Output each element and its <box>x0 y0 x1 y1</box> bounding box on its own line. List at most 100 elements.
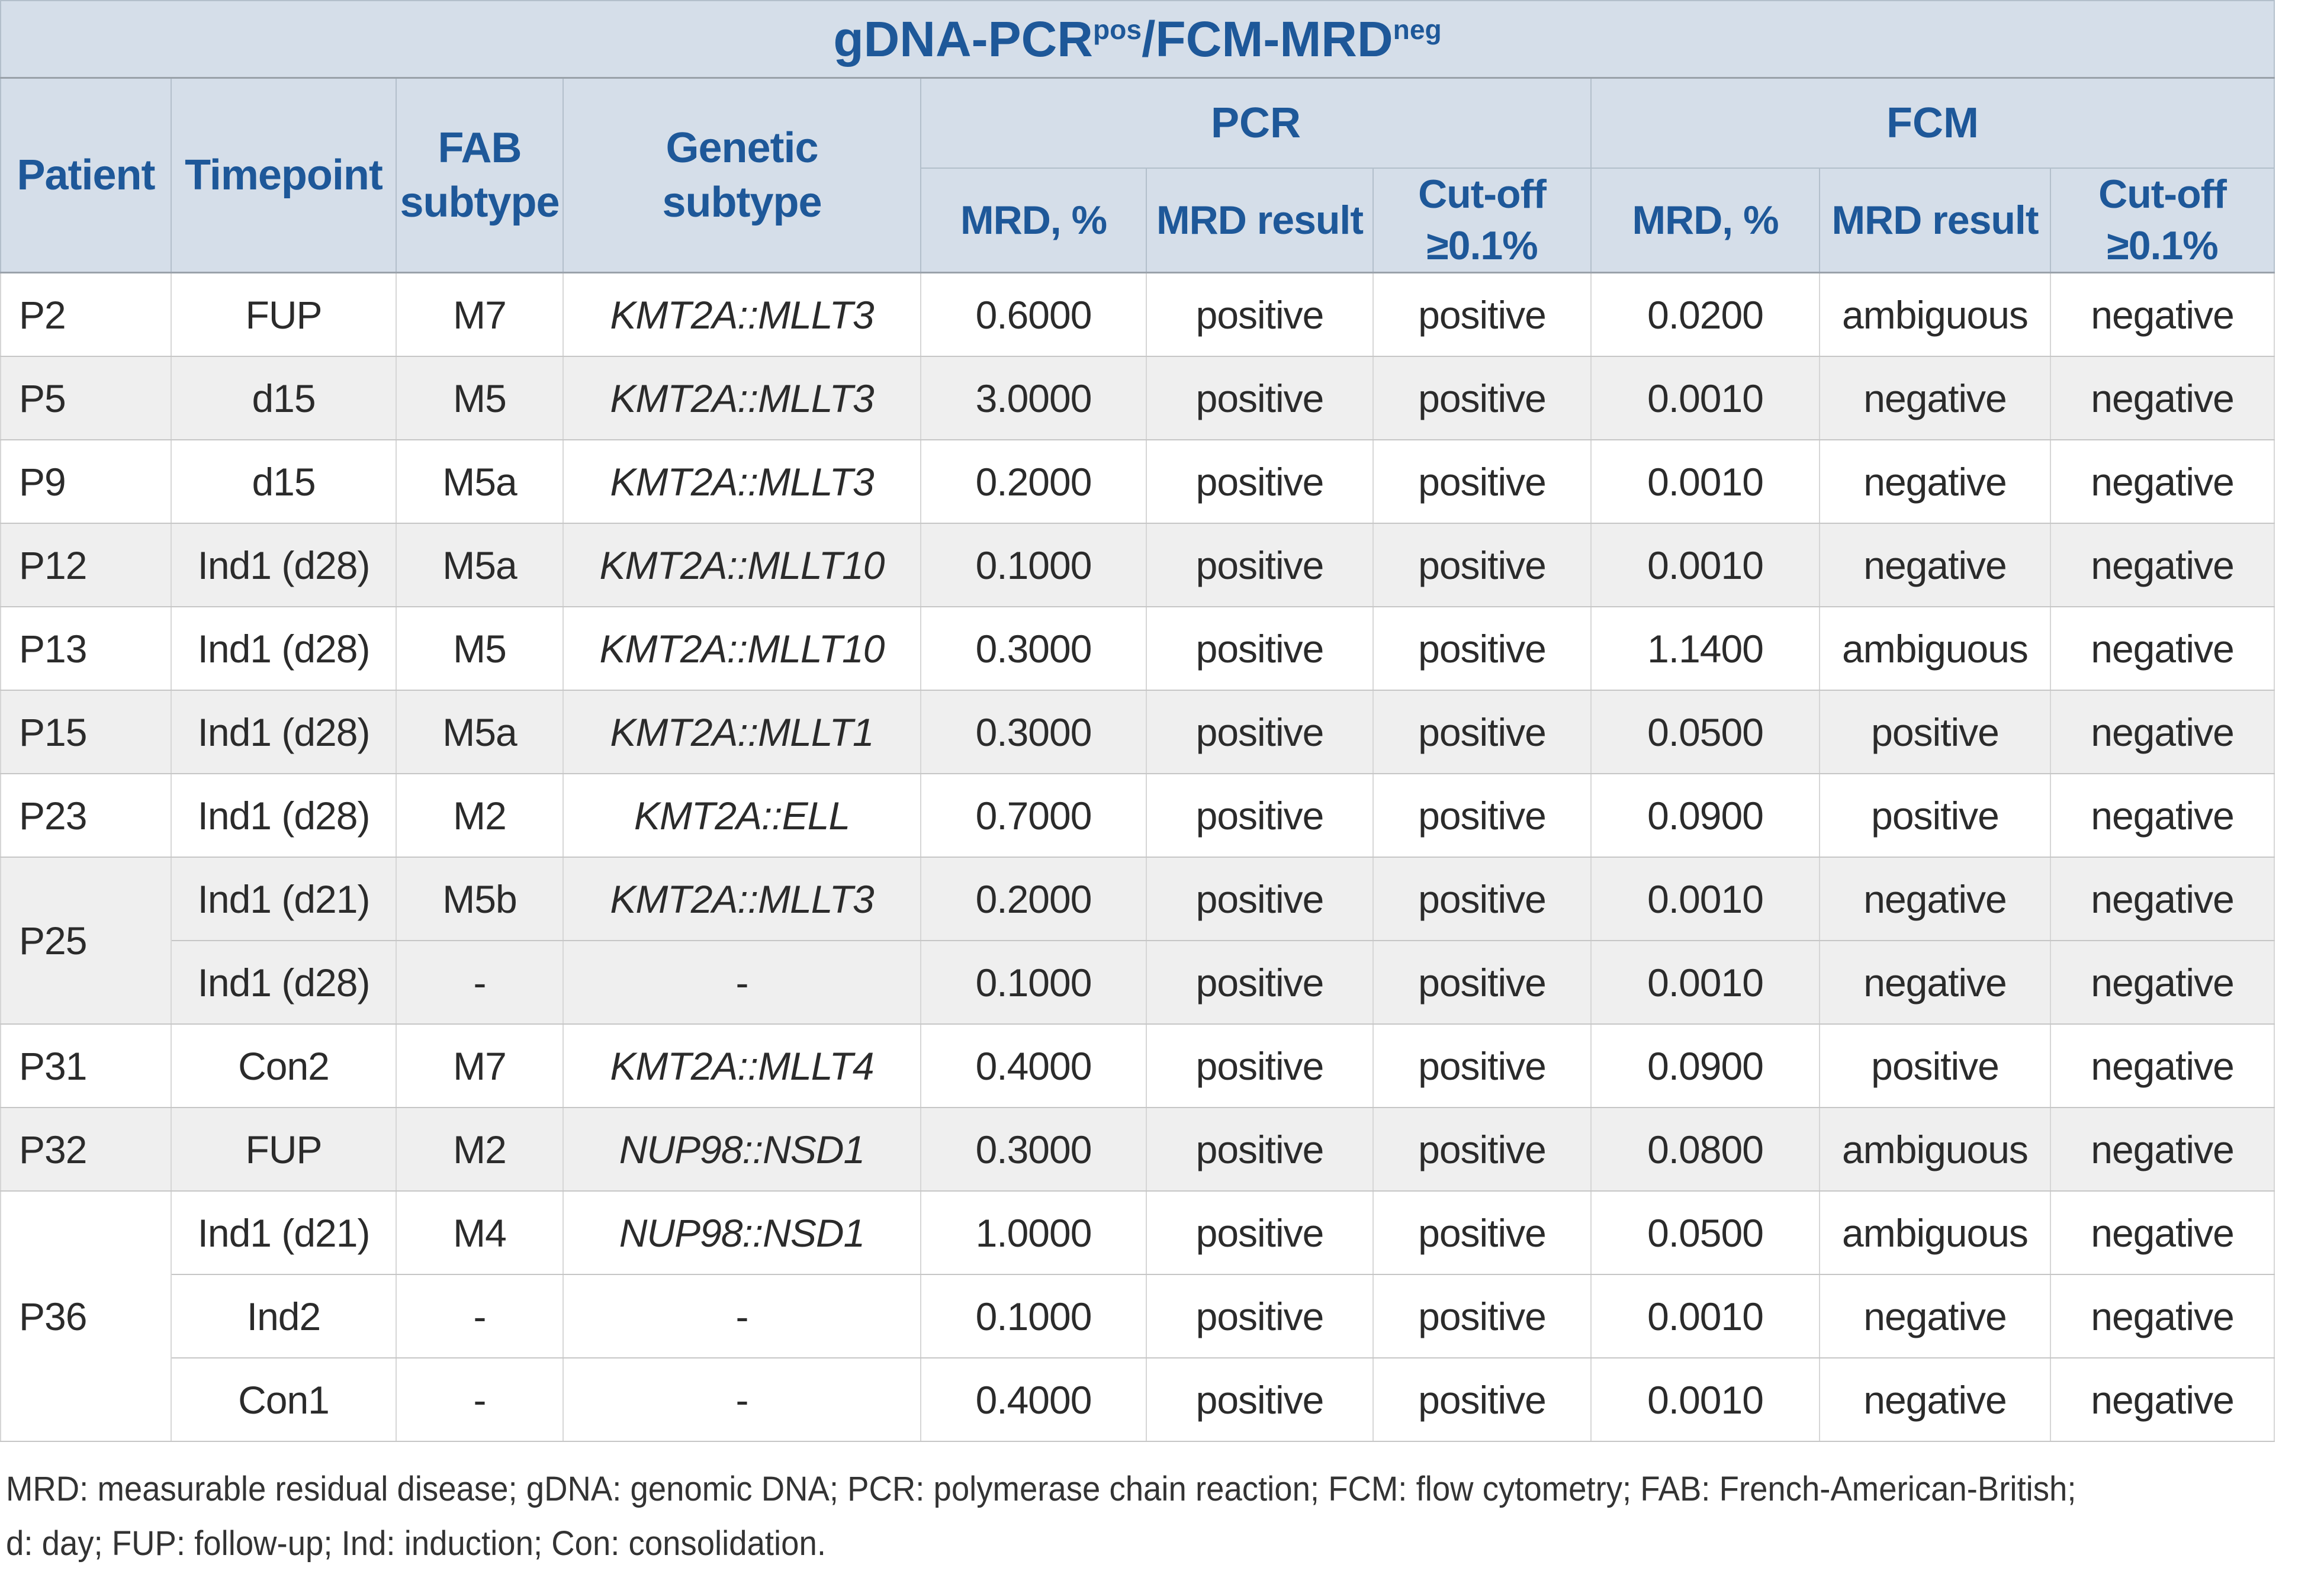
fcm-mrd-result-cell: negative <box>1819 1274 2051 1359</box>
pcr-mrd-percent-cell: 3.0000 <box>920 356 1147 441</box>
pcr-cutoff-cell: positive <box>1372 857 1592 942</box>
patient-id: P15 <box>0 690 172 775</box>
footnote-line-2: d: day; FUP: follow-up; Ind: induction; … <box>6 1524 826 1563</box>
title-row: gDNA-PCRpos/FCM-MRDneg <box>0 0 2275 79</box>
timepoint-cell: Con2 <box>171 1023 397 1109</box>
column-header-fcm-cutoff: Cut-off ≥0.1% <box>2049 168 2275 273</box>
patient-id: P13 <box>0 606 172 691</box>
fab-subtype-cell: M5a <box>396 523 564 608</box>
genetic-subtype-cell: NUP98::NSD1 <box>562 1190 921 1276</box>
pcr-mrd-result-cell: positive <box>1146 439 1374 524</box>
pcr-cutoff-cell: positive <box>1372 1023 1592 1109</box>
patient-id: P23 <box>0 773 172 858</box>
fcm-mrd-percent-cell: 0.0800 <box>1590 1107 1820 1192</box>
fcm-cutoff-cell: negative <box>2049 773 2275 858</box>
pcr-cutoff-cell: positive <box>1372 606 1592 691</box>
timepoint-cell: FUP <box>171 1107 397 1192</box>
table-row: Con1- -0.4000 positive positive 0.0010 negati… <box>1 1357 2275 1443</box>
genetic-subtype-cell: - <box>562 1357 921 1443</box>
patient-id: P12 <box>0 523 172 608</box>
column-header-pcr-mrd-percent: MRD, % <box>920 168 1147 273</box>
pcr-cutoff-cell: positive <box>1372 1357 1592 1443</box>
table-header: gDNA-PCRpos/FCM-MRDneg Patient Timepoint… <box>0 0 2275 273</box>
fcm-cutoff-cell: negative <box>2049 857 2275 942</box>
column-header-fcm-mrd-result: MRD result <box>1819 168 2051 273</box>
column-header-genetic-subtype: Genetic subtype <box>562 77 921 273</box>
table-row: P5 d15 M5 KMT2A::MLLT3 3.0000 positive positiv… <box>0 356 2275 441</box>
pcr-mrd-percent-cell: 0.1000 <box>920 940 1147 1025</box>
pcr-mrd-percent-cell: 0.3000 <box>920 606 1147 691</box>
fcm-mrd-percent-cell: 0.0010 <box>1590 439 1820 524</box>
genetic-subtype-cell: KMT2A::MLLT3 <box>562 439 921 524</box>
pcr-cutoff-cell: positive <box>1372 523 1592 608</box>
table-title: gDNA-PCRpos/FCM-MRDneg <box>0 0 2275 79</box>
column-header-patient: Patient <box>0 77 172 273</box>
fcm-cutoff-cell: negative <box>2049 606 2275 691</box>
fcm-mrd-percent-cell: 0.0500 <box>1590 1190 1820 1276</box>
fcm-mrd-percent-cell: 0.0010 <box>1590 940 1820 1025</box>
genetic-subtype-cell: KMT2A::MLLT3 <box>562 356 921 441</box>
mrd-table: gDNA-PCRpos/FCM-MRDneg Patient Timepoint… <box>0 0 2275 1443</box>
pcr-cutoff-cell: positive <box>1372 1190 1592 1276</box>
patient-id: P32 <box>0 1107 172 1192</box>
group-header-row: Patient Timepoint FAB subtype Genetic su… <box>0 77 2275 273</box>
genetic-subtype-cell: KMT2A::MLLT3 <box>562 857 921 942</box>
timepoint-cell: FUP <box>171 272 397 358</box>
fcm-mrd-result-cell: positive <box>1819 773 2051 858</box>
column-header-pcr-mrd-result: MRD result <box>1146 168 1374 273</box>
fcm-mrd-result-cell: positive <box>1819 690 2051 775</box>
table-row: P31 Con2 M7 KMT2A::MLLT4 0.4000 positive posit… <box>0 1023 2275 1109</box>
fcm-mrd-result-cell: negative <box>1819 523 2051 608</box>
pcr-mrd-percent-cell: 0.7000 <box>920 773 1147 858</box>
genetic-subtype-cell: KMT2A::MLLT10 <box>562 606 921 691</box>
fab-subtype-cell: M5a <box>396 439 564 524</box>
fab-subtype-cell: M2 <box>396 773 564 858</box>
fcm-mrd-percent-cell: 0.0200 <box>1590 272 1820 358</box>
timepoint-cell: Ind1 (d28) <box>171 523 397 608</box>
timepoint-cell: Ind1 (d28) <box>171 690 397 775</box>
fcm-mrd-result-cell: negative <box>1819 1357 2051 1443</box>
fcm-mrd-percent-cell: 0.0010 <box>1590 523 1820 608</box>
table-row: Ind1 (d28) - -0.1000 positive positive 0.0010… <box>1 940 2275 1025</box>
pcr-mrd-result-cell: positive <box>1146 1357 1374 1443</box>
title-superscript-pos: pos <box>1092 14 1142 45</box>
fab-subtype-cell: M5 <box>396 356 564 441</box>
patient-id: P9 <box>0 439 172 524</box>
group-header-fcm: FCM <box>1590 77 2275 169</box>
fcm-mrd-percent-cell: 0.0900 <box>1590 1023 1820 1109</box>
genetic-subtype-cell: KMT2A::ELL <box>562 773 921 858</box>
pcr-cutoff-cell: positive <box>1372 690 1592 775</box>
fcm-mrd-result-cell: ambiguous <box>1819 1190 2051 1276</box>
group-header-pcr: PCR <box>920 77 1592 169</box>
fcm-mrd-result-cell: negative <box>1819 439 2051 524</box>
timepoint-cell: Ind1 (d28) <box>171 940 397 1025</box>
fcm-cutoff-cell: negative <box>2049 356 2275 441</box>
genetic-subtype-cell: NUP98::NSD1 <box>562 1107 921 1192</box>
pcr-mrd-percent-cell: 0.1000 <box>920 523 1147 608</box>
fab-subtype-cell: - <box>396 1357 564 1443</box>
pcr-mrd-percent-cell: 1.0000 <box>920 1190 1147 1276</box>
table-row: P23 Ind1 (d28) M2 KMT2A::ELL 0.7000 positive p… <box>0 773 2275 858</box>
pcr-mrd-percent-cell: 0.2000 <box>920 439 1147 524</box>
timepoint-cell: Ind2 <box>171 1274 397 1359</box>
fcm-cutoff-cell: negative <box>2049 523 2275 608</box>
fcm-mrd-percent-cell: 0.0010 <box>1590 1357 1820 1443</box>
fcm-mrd-result-cell: ambiguous <box>1819 606 2051 691</box>
title-superscript-neg: neg <box>1393 14 1442 45</box>
fab-subtype-cell: M7 <box>396 272 564 358</box>
pcr-mrd-result-cell: positive <box>1146 1107 1374 1192</box>
patient-id: P5 <box>0 356 172 441</box>
fcm-mrd-percent-cell: 0.0500 <box>1590 690 1820 775</box>
column-header-fcm-mrd-percent: MRD, % <box>1590 168 1820 273</box>
pcr-mrd-result-cell: positive <box>1146 1190 1374 1276</box>
genetic-subtype-cell: - <box>562 1274 921 1359</box>
table-row: P15 Ind1 (d28) M5a KMT2A::MLLT1 0.3000 positi… <box>0 690 2275 775</box>
pcr-cutoff-cell: positive <box>1372 940 1592 1025</box>
pcr-mrd-result-cell: positive <box>1146 940 1374 1025</box>
patient-id: P31 <box>0 1023 172 1109</box>
genetic-subtype-cell: KMT2A::MLLT1 <box>562 690 921 775</box>
pcr-mrd-percent-cell: 0.2000 <box>920 857 1147 942</box>
timepoint-cell: Ind1 (d21) <box>171 1190 397 1276</box>
fab-subtype-cell: - <box>396 1274 564 1359</box>
